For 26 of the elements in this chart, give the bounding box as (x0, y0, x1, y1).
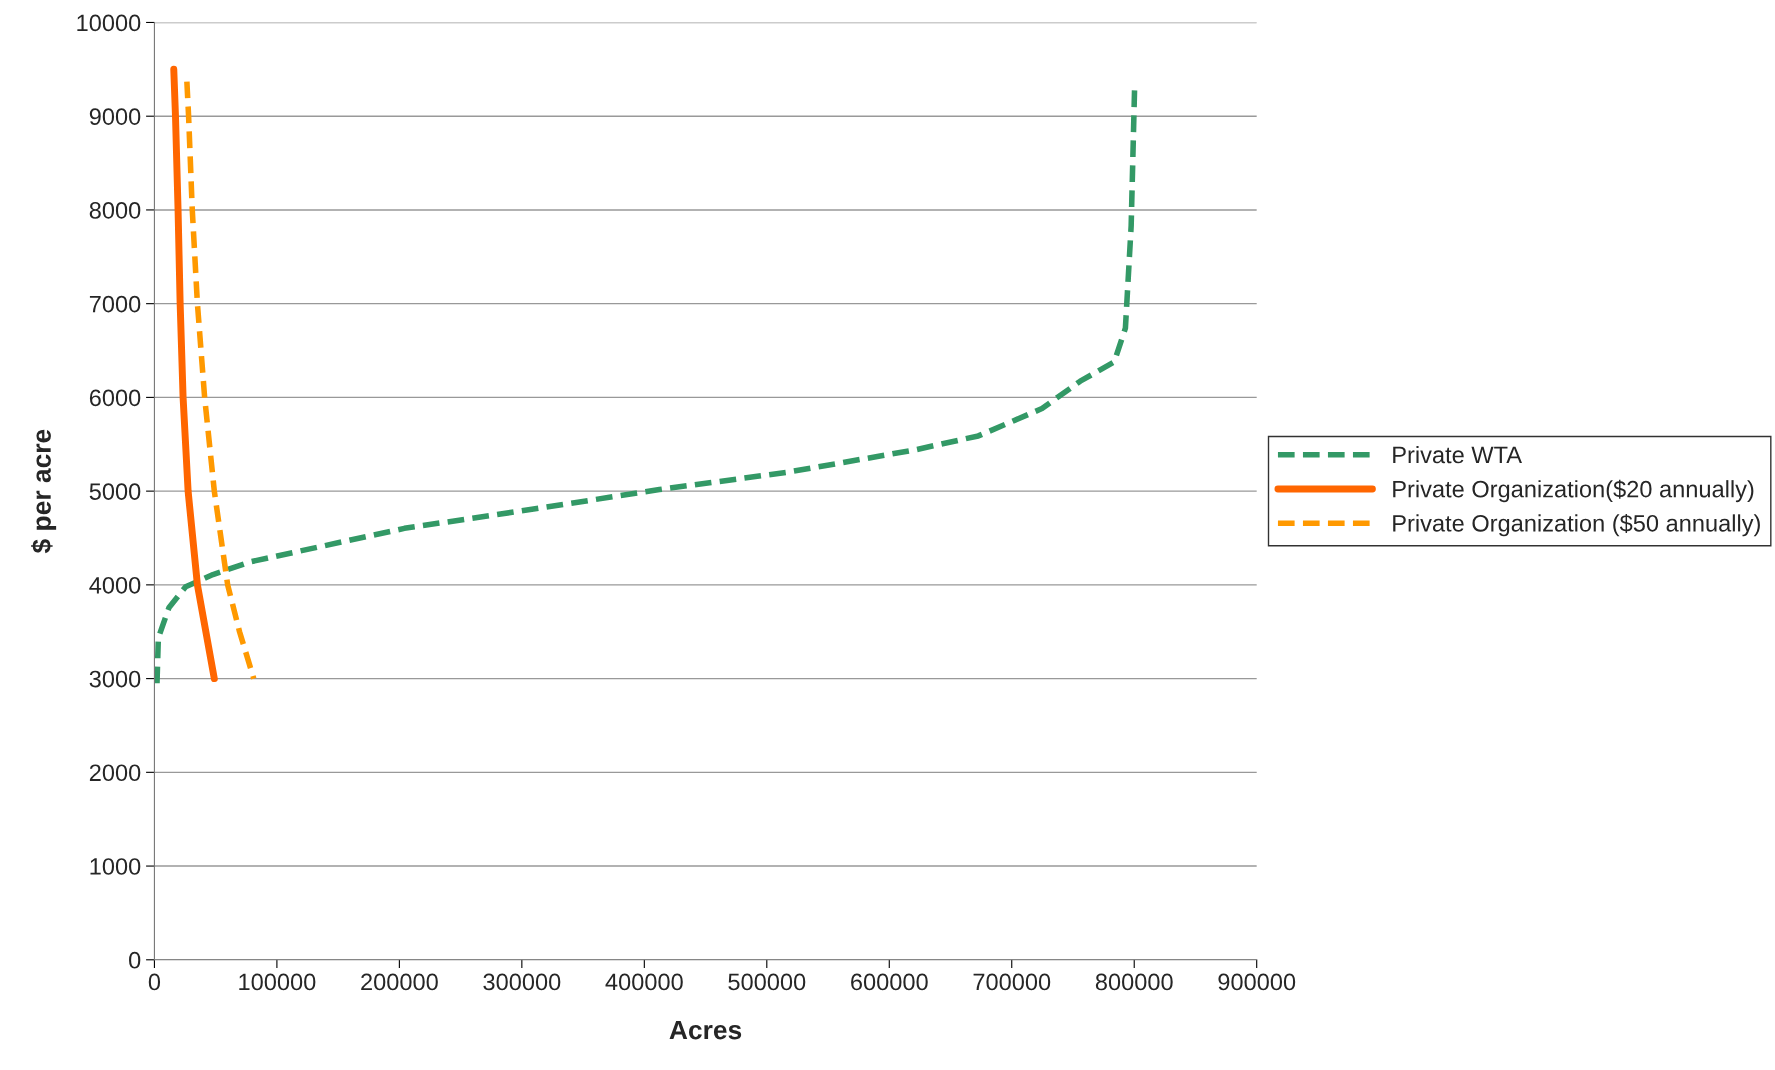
y-tick-label: 0 (129, 951, 141, 969)
y-tick-label: 6000 (89, 389, 141, 407)
x-tick-label: 500000 (728, 973, 806, 991)
x-tick-label: 700000 (973, 973, 1051, 991)
legend-label: Private Organization($20 annually) (1393, 479, 1754, 503)
legend-label: Private Organization ($50 annually) (1393, 513, 1760, 537)
y-tick-label: 1000 (90, 858, 141, 875)
x-tick-label: 800000 (1095, 973, 1173, 991)
x-tick-label: 100000 (239, 973, 316, 991)
y-tick-label: 10000 (77, 14, 141, 32)
x-axis-title: Acres (669, 1020, 742, 1040)
y-tick-label: 8000 (89, 202, 141, 219)
x-tick-label: 0 (148, 973, 161, 991)
x-tick-label: 600000 (851, 973, 928, 991)
x-tick-label: 400000 (605, 973, 683, 991)
x-tick-label: 200000 (361, 973, 438, 991)
y-tick-label: 2000 (89, 764, 141, 782)
y-tick-label: 7000 (89, 295, 141, 313)
x-tick-label: 900000 (1218, 973, 1296, 991)
y-tick-label: 4000 (89, 576, 141, 594)
y-tick-label: 3000 (89, 670, 141, 688)
legend-label: Private WTA (1393, 445, 1522, 464)
y-tick-label: 5000 (89, 483, 141, 500)
x-tick-label: 300000 (483, 973, 561, 991)
y-tick-label: 9000 (89, 108, 141, 125)
y-axis-title: $ per acre (31, 429, 57, 554)
